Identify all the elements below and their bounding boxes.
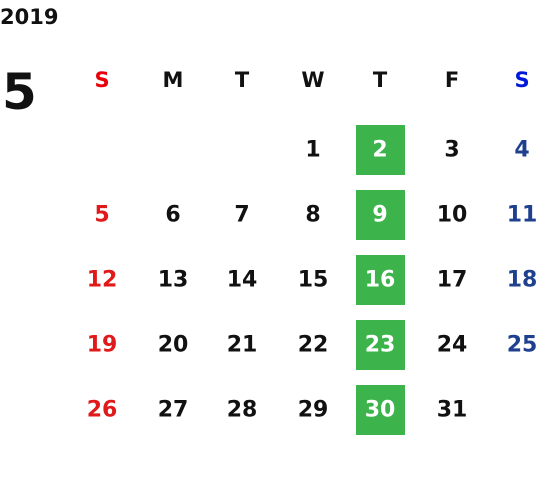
day: 14 <box>227 268 258 293</box>
highlight <box>356 320 405 370</box>
year: 2019 <box>0 5 58 29</box>
highlight <box>356 385 405 435</box>
day: 6 <box>165 203 180 228</box>
weekday-header: S <box>514 68 529 92</box>
day: 24 <box>437 333 468 358</box>
day: 2 <box>372 138 387 163</box>
weekday-header: W <box>301 68 324 92</box>
day: 30 <box>365 398 396 423</box>
highlight <box>356 255 405 305</box>
day: 21 <box>227 333 258 358</box>
weekday-header: T <box>373 68 388 92</box>
day: 26 <box>87 398 118 423</box>
day: 20 <box>158 333 189 358</box>
day: 13 <box>158 268 189 293</box>
day: 15 <box>298 268 329 293</box>
day: 11 <box>507 203 538 228</box>
day: 12 <box>87 268 118 293</box>
day: 22 <box>298 333 329 358</box>
highlight <box>356 125 405 175</box>
day: 19 <box>87 333 118 358</box>
day: 23 <box>365 333 396 358</box>
day: 16 <box>365 268 396 293</box>
highlight <box>356 190 405 240</box>
day: 17 <box>437 268 468 293</box>
day: 7 <box>234 203 249 228</box>
day: 10 <box>437 203 468 228</box>
weekday-header: T <box>235 68 250 92</box>
day: 4 <box>514 138 529 163</box>
day: 1 <box>305 138 320 163</box>
day: 31 <box>437 398 468 423</box>
day: 27 <box>158 398 189 423</box>
month: 5 <box>2 63 37 121</box>
day: 3 <box>444 138 459 163</box>
weekday-header: S <box>94 68 109 92</box>
day: 5 <box>94 203 109 228</box>
day: 29 <box>298 398 329 423</box>
day: 9 <box>372 203 387 228</box>
day: 18 <box>507 268 538 293</box>
day: 8 <box>305 203 320 228</box>
weekday-header: F <box>445 68 459 92</box>
weekday-header: M <box>163 68 184 92</box>
day: 25 <box>507 333 538 358</box>
day: 28 <box>227 398 258 423</box>
